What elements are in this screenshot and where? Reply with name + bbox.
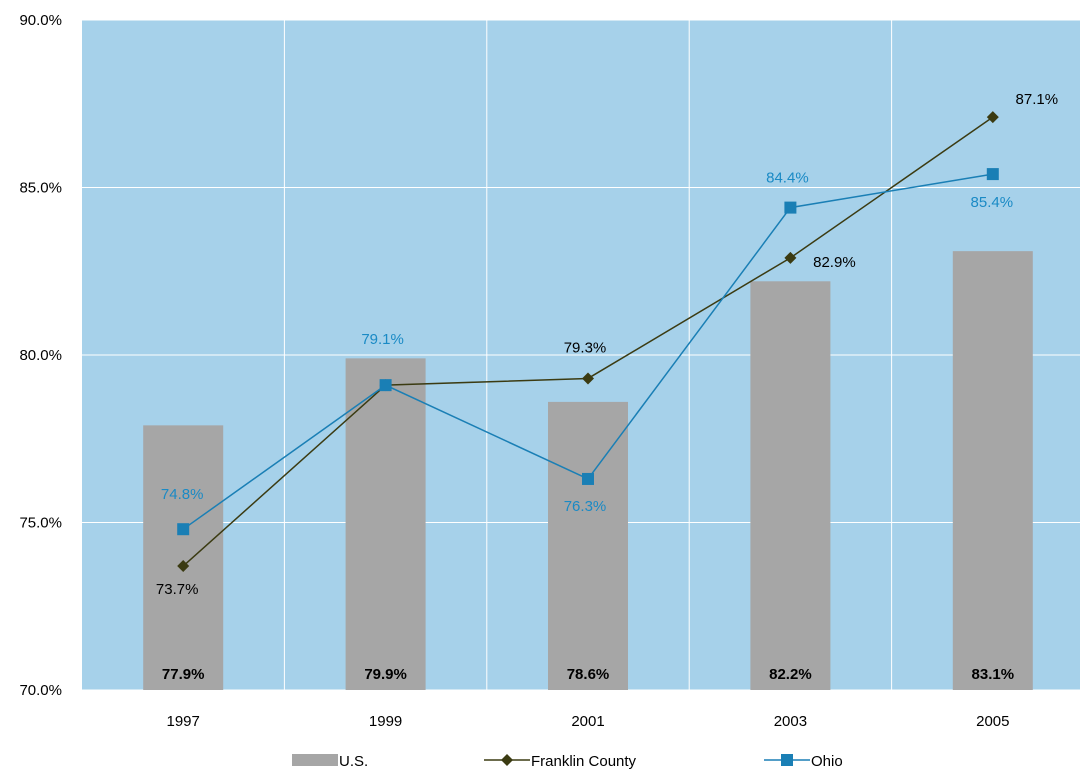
- ohio-label: 85.4%: [971, 194, 1014, 211]
- legend-franklin-marker: [501, 754, 513, 766]
- y-tick-label: 90.0%: [19, 12, 62, 29]
- legend-us-label: U.S.: [339, 753, 368, 770]
- ohio-label: 84.4%: [766, 170, 809, 187]
- bar-us: [548, 401, 628, 690]
- ohio-label: 76.3%: [564, 498, 607, 515]
- bar-us: [952, 251, 1033, 690]
- x-axis: 1997 1999 2001 2003 2005: [167, 713, 1010, 730]
- x-tick-label: 1999: [369, 713, 402, 730]
- x-tick-label: 2001: [571, 713, 604, 730]
- franklin-county-label: 87.1%: [1016, 91, 1059, 108]
- bar-value-label: 77.9%: [162, 666, 205, 683]
- bar-us: [345, 358, 426, 690]
- franklin-county-point: [582, 372, 594, 385]
- legend-ohio-label: Ohio: [811, 753, 843, 770]
- franklin-county-label: 79.3%: [564, 339, 607, 356]
- legend-franklin-label: Franklin County: [531, 753, 637, 770]
- ohio-point: [784, 201, 797, 214]
- franklin-county-point: [177, 560, 190, 573]
- y-tick-label: 80.0%: [19, 347, 62, 364]
- franklin-county-label: 82.9%: [813, 254, 856, 271]
- ohio-point: [582, 472, 594, 485]
- legend: U.S. Franklin County Ohio: [292, 753, 843, 770]
- x-tick-label: 2005: [976, 713, 1009, 730]
- x-tick-label: 1997: [167, 713, 200, 730]
- franklin-county-point: [784, 251, 797, 264]
- ohio-label: 79.1%: [361, 331, 404, 348]
- franklin-county-label: 73.7%: [156, 581, 199, 598]
- y-tick-label: 85.0%: [19, 180, 62, 197]
- ohio-point: [986, 168, 999, 181]
- bar-value-label: 78.6%: [567, 666, 610, 683]
- bar-value-label: 82.2%: [769, 666, 812, 683]
- line-series: [177, 111, 999, 573]
- legend-ohio-marker: [781, 754, 793, 766]
- y-axis: 70.0% 75.0% 80.0% 85.0% 90.0%: [19, 12, 62, 699]
- franklin-county-point: [986, 111, 999, 124]
- ohio-point: [379, 379, 392, 392]
- bar-value-label: 83.1%: [972, 666, 1015, 683]
- y-tick-label: 75.0%: [19, 515, 62, 532]
- bar-value-label: 79.9%: [364, 666, 407, 683]
- ohio-label: 74.8%: [161, 486, 204, 503]
- data-labels: 77.9% 79.9% 78.6% 82.2% 83.1% 73.7% 79.3% 82.9%…: [156, 91, 1058, 683]
- bar-us: [143, 425, 224, 690]
- us-bars: [143, 251, 1033, 690]
- ohio-point: [177, 523, 190, 536]
- x-tick-label: 2003: [774, 713, 807, 730]
- bar-us: [750, 281, 831, 690]
- legend-us-swatch: [292, 754, 338, 766]
- y-tick-label: 70.0%: [19, 682, 62, 699]
